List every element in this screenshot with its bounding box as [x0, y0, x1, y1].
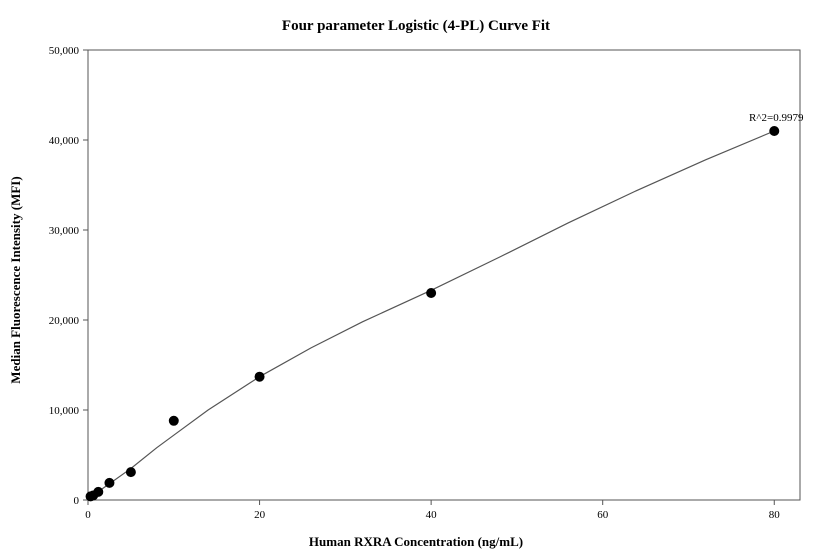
- data-point: [126, 468, 135, 477]
- chart-plot: 0 10,000 20,000 30,000 40,000 50,000 0 20 40 60 80…: [0, 0, 832, 560]
- chart-container: Four parameter Logistic (4-PL) Curve Fit…: [0, 0, 832, 560]
- x-tick-label: 60: [597, 509, 609, 521]
- data-point: [169, 416, 178, 425]
- y-tick-label: 30,000: [49, 225, 80, 237]
- y-tick-label: 40,000: [49, 135, 80, 147]
- data-point: [770, 127, 779, 136]
- x-tick-label: 40: [426, 509, 438, 521]
- y-tick-label: 50,000: [49, 45, 80, 57]
- data-point: [94, 487, 103, 496]
- data-point: [427, 289, 436, 298]
- x-tick-label: 0: [85, 509, 91, 521]
- fit-curve: [91, 131, 775, 497]
- data-point: [105, 478, 114, 487]
- y-tick-label: 20,000: [49, 315, 80, 327]
- x-tick-label: 20: [254, 509, 266, 521]
- y-tick-label: 0: [74, 495, 80, 507]
- r-squared-annotation: R^2=0.9979: [749, 112, 804, 124]
- y-tick-label: 10,000: [49, 405, 80, 417]
- data-point: [255, 372, 264, 381]
- x-tick-label: 80: [769, 509, 781, 521]
